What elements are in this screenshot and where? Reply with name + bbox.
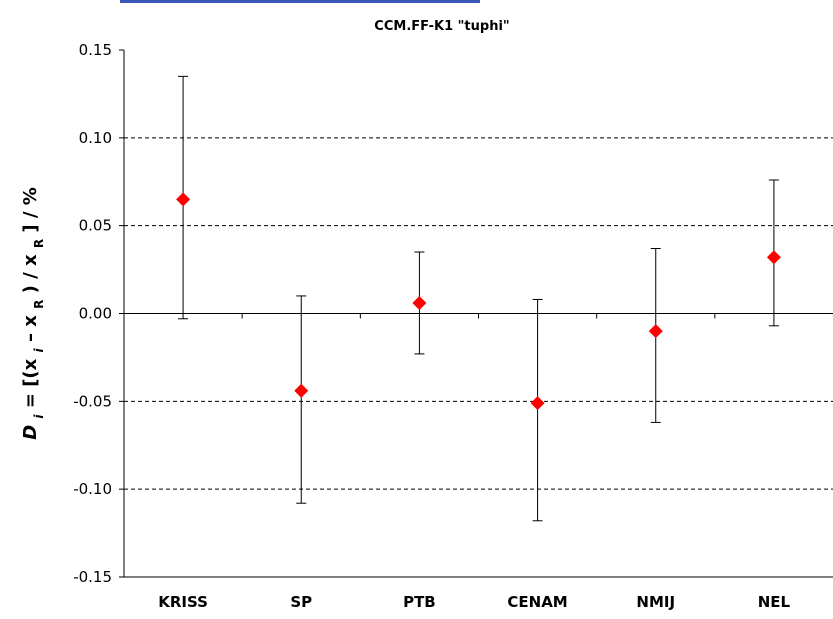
error-bars bbox=[178, 75, 779, 522]
point-cenam bbox=[530, 396, 545, 411]
category-label-sp: SP bbox=[290, 593, 312, 611]
y-axis-label: D i = [(x i – x R ) / x R ] / % bbox=[20, 187, 46, 440]
category-label-cenam: CENAM bbox=[507, 593, 567, 611]
x-categories: KRISS SP PTB CENAM NMIJ NEL bbox=[158, 593, 790, 611]
point-kriss bbox=[176, 192, 191, 207]
y-tick-label-3: 0.00 bbox=[79, 305, 112, 323]
y-tick-label-0: -0.15 bbox=[73, 568, 112, 586]
ylabel-r-sub: R bbox=[32, 300, 46, 309]
category-label-nmij: NMIJ bbox=[636, 593, 675, 611]
ylabel-i-sub: i bbox=[32, 414, 46, 419]
ylabel-tail: ] / % bbox=[20, 187, 41, 232]
y-tick-label-1: -0.10 bbox=[73, 480, 112, 498]
ylabel-d: D bbox=[20, 425, 41, 440]
point-nmij bbox=[648, 324, 663, 339]
point-sp bbox=[294, 383, 309, 398]
ylabel-minus: – x bbox=[20, 315, 41, 342]
y-tick-label-2: -0.05 bbox=[73, 392, 112, 410]
ylabel-eq-open: = [(x bbox=[20, 358, 41, 408]
y-tick-label-6: 0.15 bbox=[79, 41, 112, 59]
ylabel-i-it: i bbox=[32, 347, 46, 352]
ylabel-r-sub2: R bbox=[32, 239, 46, 248]
y-tick-label-4: 0.05 bbox=[79, 217, 112, 235]
point-ptb bbox=[412, 295, 427, 310]
top-border-fragment bbox=[120, 0, 480, 3]
category-label-ptb: PTB bbox=[403, 593, 436, 611]
y-tick-label-5: 0.10 bbox=[79, 129, 112, 147]
data-points bbox=[176, 192, 781, 411]
axes bbox=[123, 50, 833, 578]
chart-title: CCM.FF-K1 "tuphi" bbox=[374, 19, 509, 34]
point-nel bbox=[766, 250, 781, 265]
grid bbox=[124, 137, 833, 490]
category-label-nel: NEL bbox=[758, 593, 791, 611]
y-ticks: -0.15 -0.10 -0.05 0.00 0.05 0.10 0.15 bbox=[73, 41, 124, 586]
category-label-kriss: KRISS bbox=[158, 593, 208, 611]
ylabel-mid: ) / x bbox=[20, 254, 41, 293]
